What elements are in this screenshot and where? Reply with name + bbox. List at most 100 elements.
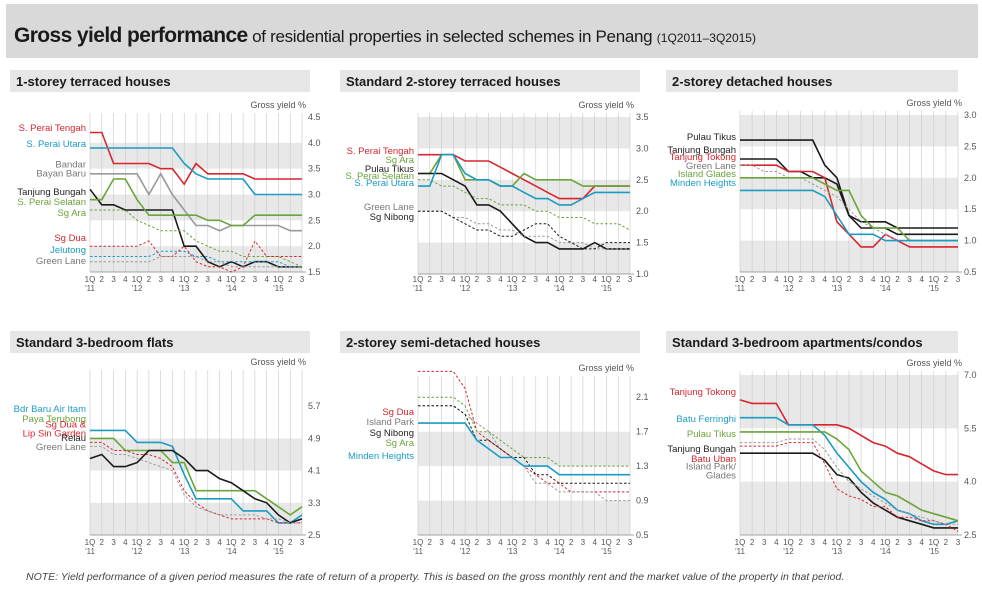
x-tick-label: 4 xyxy=(919,538,924,547)
x-tick-label: 2 xyxy=(616,275,621,284)
y-tick-label: 4.5 xyxy=(308,112,321,122)
series-label: Tanjung Bungah xyxy=(17,187,86,198)
series-label: Batu Ferringhi xyxy=(676,414,736,425)
x-tick-label: 4 xyxy=(217,538,222,547)
x-tick-label: 4 xyxy=(871,538,876,547)
x-tick-label: 4 xyxy=(871,275,876,284)
x-tick-label: 3 xyxy=(300,275,305,284)
series-line xyxy=(90,209,303,268)
series-line xyxy=(740,442,959,532)
x-tick-label: 3 xyxy=(859,538,864,547)
x-tick-label: 1Q xyxy=(413,275,424,284)
x-tick-year: '11 xyxy=(85,547,95,556)
x-tick-label: 4 xyxy=(545,538,550,547)
x-tick-label: 1Q xyxy=(554,275,565,284)
x-tick-label: 4 xyxy=(123,275,128,284)
x-tick-year: '15 xyxy=(601,547,612,556)
series-label: Jelutong xyxy=(50,245,86,256)
series-label: Tanjung Tokong xyxy=(670,387,736,398)
series-line xyxy=(739,399,958,476)
series-label: S. Perai Tengah xyxy=(347,146,414,157)
x-tick-label: 2 xyxy=(475,538,480,547)
footnote: NOTE: Yield performance of a given perio… xyxy=(26,571,845,583)
y-tick-label: 2.5 xyxy=(308,530,321,540)
x-tick-label: 2 xyxy=(288,538,293,547)
series-label: Sg Dua xyxy=(382,407,414,418)
x-tick-label: 4 xyxy=(217,275,222,284)
series-label: Sg Ara xyxy=(385,438,414,449)
panel-3-title: Standard 3-bedroom flats xyxy=(16,335,174,350)
x-tick-year: '13 xyxy=(507,547,518,556)
x-tick-label: 3 xyxy=(534,538,539,547)
x-tick-year: '12 xyxy=(783,284,794,293)
x-tick-label: 2 xyxy=(100,275,105,284)
series-line xyxy=(90,172,302,232)
x-tick-year: '15 xyxy=(601,284,612,293)
panel-0-head: 1-storey terraced houses xyxy=(10,70,310,92)
series-label: Tanjung Bungah xyxy=(667,145,736,156)
x-tick-label: 1Q xyxy=(601,275,612,284)
x-tick-label: 2 xyxy=(194,275,199,284)
x-tick-label: 1Q xyxy=(507,538,518,547)
x-tick-year: '13 xyxy=(832,284,843,293)
x-tick-label: 4 xyxy=(264,275,269,284)
x-tick-year: '11 xyxy=(413,547,423,556)
y-tick-label: 2.5 xyxy=(964,530,977,540)
x-tick-label: 4 xyxy=(498,275,503,284)
y-tick-label: 3.0 xyxy=(636,143,649,153)
x-tick-label: 1Q xyxy=(601,538,612,547)
x-tick-label: 4 xyxy=(451,538,456,547)
x-tick-label: 3 xyxy=(439,538,444,547)
x-tick-label: 2 xyxy=(147,538,152,547)
series-label: Sg Ara xyxy=(57,208,86,219)
x-tick-year: '14 xyxy=(880,284,891,293)
series-line xyxy=(418,179,631,231)
series-label: Pulau Tikus xyxy=(687,429,736,440)
y-tick-label: 1.3 xyxy=(636,461,649,471)
x-tick-year: '14 xyxy=(880,547,891,556)
x-tick-label: 2 xyxy=(569,275,574,284)
y-tick-label: 2.1 xyxy=(636,392,649,402)
series-line xyxy=(418,405,630,502)
series-label: Minden Heights xyxy=(670,178,736,189)
x-tick-label: 2 xyxy=(847,538,852,547)
series-line xyxy=(89,188,302,268)
x-tick-label: 4 xyxy=(823,538,828,547)
x-tick-label: 3 xyxy=(628,538,633,547)
series-label: Island Park/ xyxy=(686,462,737,473)
x-tick-label: 1Q xyxy=(179,275,190,284)
x-tick-label: 4 xyxy=(919,275,924,284)
y-tick-label: 4.1 xyxy=(308,466,321,476)
series-label: Minden Heights xyxy=(348,451,414,462)
y-tick-label: 2.0 xyxy=(964,173,977,183)
y-tick-label: 2.0 xyxy=(636,206,649,216)
x-tick-label: 3 xyxy=(253,538,258,547)
x-tick-year: '12 xyxy=(132,547,143,556)
series-line xyxy=(90,445,302,524)
y-tick-label: 1.5 xyxy=(964,204,977,214)
series-line xyxy=(90,250,302,268)
y-tick-label: 1.0 xyxy=(636,269,649,279)
series-label: Green Lane xyxy=(36,442,86,453)
x-tick-label: 4 xyxy=(774,275,779,284)
x-tick-year: '15 xyxy=(929,547,940,556)
y-tick-label: 3.0 xyxy=(308,190,321,200)
y-tick-label: 0.5 xyxy=(636,530,649,540)
x-tick-label: 1Q xyxy=(928,538,939,547)
x-tick-label: 2 xyxy=(750,538,755,547)
y-tick-label: 2.5 xyxy=(308,215,321,225)
y-axis-label: Gross yield % xyxy=(250,357,306,367)
series-label: Sg Nibong xyxy=(370,212,414,223)
x-tick-label: 2 xyxy=(100,538,105,547)
header-banner: Gross yield performance of residential p… xyxy=(6,4,978,58)
x-tick-label: 4 xyxy=(823,275,828,284)
y-tick-label: 5.5 xyxy=(964,423,977,433)
x-tick-year: '11 xyxy=(85,284,95,293)
series-label: Pulau Tikus xyxy=(687,132,736,143)
x-tick-year: '15 xyxy=(929,284,940,293)
x-tick-label: 1Q xyxy=(85,275,96,284)
series-line xyxy=(418,422,630,476)
